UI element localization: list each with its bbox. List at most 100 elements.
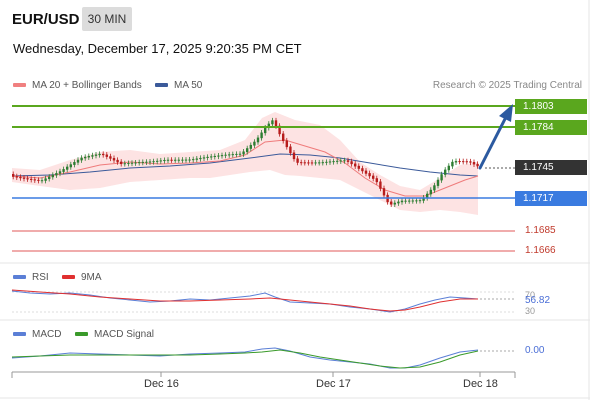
- macd-label: MACD: [32, 329, 62, 340]
- research-credit: Research © 2025 Trading Central: [432, 80, 582, 91]
- current-price-tag: 1.1745: [515, 160, 587, 175]
- candle-body: [177, 159, 180, 161]
- candle-body: [458, 161, 461, 163]
- bollinger-band: [12, 112, 478, 215]
- candle-body: [48, 176, 51, 180]
- candle-body: [220, 155, 224, 157]
- candle-body: [105, 154, 108, 157]
- candle-body: [343, 160, 346, 162]
- candle-body: [19, 176, 22, 179]
- candlesticks: [12, 117, 479, 207]
- candle-body: [314, 162, 317, 164]
- macd-swatch: [13, 332, 26, 337]
- legend-ma50: MA 50: [155, 80, 202, 91]
- candle-body: [454, 161, 458, 163]
- candle-body: [357, 165, 360, 169]
- timeframe-badge[interactable]: 30 MIN: [82, 7, 132, 31]
- candle-body: [199, 157, 202, 160]
- candle-body: [69, 164, 72, 168]
- legend-rsi: RSI: [13, 272, 49, 283]
- candle-body: [217, 155, 220, 157]
- candle-body: [364, 170, 368, 174]
- candle-body: [325, 161, 328, 163]
- candle-body: [328, 161, 332, 163]
- candle-body: [436, 179, 440, 186]
- candle-body: [426, 193, 429, 199]
- candle-body: [26, 178, 29, 180]
- candle-body: [433, 185, 436, 191]
- candle-body: [235, 153, 238, 155]
- candle-body: [195, 158, 198, 160]
- candle-body: [231, 154, 234, 156]
- candle-body: [415, 200, 418, 202]
- candle-body: [368, 173, 371, 177]
- candle-body: [465, 161, 468, 163]
- support-2-label: 1.1666: [525, 245, 556, 256]
- candle-body: [80, 157, 83, 161]
- macd-signal-line: [11, 349, 479, 369]
- candle-body: [246, 148, 249, 153]
- candle-body: [170, 159, 173, 161]
- ma20-line: [11, 139, 479, 197]
- candle-body: [382, 188, 386, 196]
- rsi-value: 56.82: [525, 295, 551, 306]
- support-1-label: 1.1685: [525, 225, 556, 236]
- legend-macd: MACD: [13, 329, 61, 340]
- candle-body: [292, 152, 296, 160]
- candle-body: [12, 174, 15, 177]
- candle-body: [472, 162, 476, 165]
- candle-body: [462, 161, 465, 163]
- rsi-ma-swatch: [62, 275, 75, 280]
- candle-body: [429, 189, 432, 195]
- candle-body: [213, 155, 216, 157]
- rsi-ma-label: 9MA: [81, 272, 102, 283]
- ma20-swatch: [13, 83, 26, 88]
- rsi-scale-high: 70: [525, 290, 536, 300]
- candle-body: [73, 162, 76, 165]
- candle-body: [62, 169, 65, 172]
- ma50-swatch: [155, 83, 168, 88]
- candle-body: [66, 166, 69, 170]
- candle-body: [354, 163, 357, 167]
- resistance-2-tag: 1.1803: [515, 99, 587, 114]
- candle-body: [469, 161, 472, 163]
- candle-body: [289, 146, 292, 154]
- candle-body: [321, 162, 324, 164]
- candle-body: [184, 159, 188, 161]
- up-right-arrow-icon: [478, 104, 513, 170]
- candle-body: [264, 127, 267, 134]
- candle-body: [332, 161, 335, 163]
- candle-body: [109, 156, 112, 159]
- macd-line: [11, 347, 479, 369]
- candle-body: [210, 156, 213, 158]
- candle-body: [336, 160, 339, 162]
- candle-body: [476, 163, 479, 167]
- macd-value: 0.00: [525, 345, 545, 356]
- candle-body: [102, 153, 105, 156]
- candle-body: [94, 154, 98, 156]
- candle-body: [361, 168, 364, 172]
- candle-body: [242, 151, 245, 155]
- candle-body: [451, 161, 454, 167]
- candle-body: [224, 154, 227, 156]
- x-label-dec18: Dec 18: [463, 378, 498, 390]
- rsi-line: [11, 290, 479, 313]
- candle-body: [112, 158, 116, 161]
- candle-body: [87, 156, 90, 158]
- rsi-ma-line: [11, 289, 478, 312]
- candle-body: [91, 155, 94, 157]
- candle-body: [37, 179, 40, 181]
- resistance-1-tag: 1.1784: [515, 120, 587, 135]
- candle-body: [22, 177, 26, 179]
- candle-body: [84, 156, 87, 159]
- candle-body: [181, 159, 184, 161]
- candle-body: [346, 160, 350, 162]
- candle-body: [148, 161, 152, 163]
- candle-body: [98, 153, 101, 156]
- candle-body: [188, 159, 191, 161]
- candle-body: [33, 179, 36, 181]
- candle-body: [400, 200, 404, 203]
- candle-body: [393, 202, 396, 205]
- candle-body: [411, 200, 414, 202]
- legend-rsi-ma: 9MA: [62, 272, 102, 283]
